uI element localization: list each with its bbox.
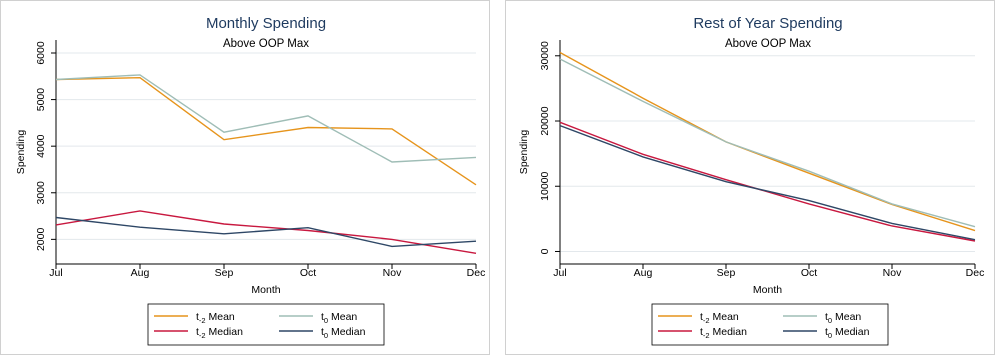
chart-panel-2: Rest of Year Spending Above OOP Max 0 10000… [505,0,995,355]
legend-label-text: Median [832,326,870,338]
legend-box [147,303,385,346]
y-tick-label: 30000 [539,41,551,70]
series-line-t-minus2-mean [55,76,477,186]
legend-label-base: t [825,326,828,338]
legend-label: t-2 Mean [196,311,235,325]
x-tick-label: Aug [131,267,150,279]
legend-label-base: t [321,311,324,323]
legend-label-text: Mean [328,311,357,323]
legend-label-subscript: -2 [703,331,710,340]
x-tick-label: Nov [383,267,402,279]
y-tick-label: 0 [539,248,551,254]
chart-panel-1: Monthly Spending Above OOP Max 2000 3000 400… [0,0,490,355]
legend-label-subscript: 0 [828,316,832,325]
chart-subtitle: Above OOP Max [725,38,811,50]
series-line-t0-median [55,216,477,248]
legend-label: t-2 Median [196,326,243,340]
y-tick-label: 5000 [35,88,47,112]
y-axis-label: Spending [15,130,27,175]
legend-label-base: t [825,311,828,323]
legend-box [651,303,889,346]
x-tick-label: Jul [49,267,62,279]
x-tick-label: Sep [215,267,234,279]
legend-label: t0 Median [825,326,870,340]
x-tick-label: Dec [966,267,985,279]
y-tick-label: 2000 [35,228,47,252]
legend-label-text: Mean [206,311,235,323]
x-axis-label: Month [753,284,782,296]
legend-label-base: t [196,326,199,338]
legend-label-base: t [321,326,324,338]
series-line-t-minus2-median [55,210,477,254]
legend-label-text: Median [328,326,366,338]
x-tick-label: Dec [467,267,486,279]
y-tick-label: 4000 [35,134,47,158]
y-tick-label: 20000 [539,106,551,135]
chart-subtitle: Above OOP Max [223,38,309,50]
legend-label-text: Mean [832,311,861,323]
legend-label-subscript: 0 [828,331,832,340]
series-line-t0-mean [559,58,976,228]
panel-frame [0,0,490,355]
legend-label: t0 Median [321,326,366,340]
legend-label-base: t [196,311,199,323]
chart-title: Rest of Year Spending [693,15,842,32]
x-tick-label: Jul [553,267,566,279]
x-tick-label: Oct [300,267,316,279]
series-line-t-minus2-mean [559,51,976,232]
series-line-t0-median [559,124,976,241]
y-tick-label: 10000 [539,171,551,200]
y-tick-label: 3000 [35,181,47,205]
legend-label-base: t [700,326,703,338]
legend-label-subscript: -2 [703,316,710,325]
y-axis-label: Spending [518,130,530,175]
x-tick-label: Aug [634,267,653,279]
legend-label-text: Median [206,326,244,338]
legend-label-text: Median [710,326,748,338]
legend-label: t-2 Median [700,326,747,340]
legend-label-subscript: 0 [324,316,328,325]
y-tick-label: 6000 [35,41,47,65]
x-tick-label: Sep [717,267,736,279]
legend-label-text: Mean [710,311,739,323]
legend-label-subscript: -2 [199,316,206,325]
legend-label-subscript: 0 [324,331,328,340]
x-tick-label: Oct [801,267,817,279]
x-tick-label: Nov [883,267,902,279]
series-line-t0-mean [55,74,477,163]
legend-label-subscript: -2 [199,331,206,340]
panel-frame [505,0,995,355]
x-axis-label: Month [251,284,280,296]
chart-title: Monthly Spending [206,15,326,32]
legend-label: t0 Mean [825,311,861,325]
legend-label: t-2 Mean [700,311,739,325]
legend-label-base: t [700,311,703,323]
legend-label: t0 Mean [321,311,357,325]
